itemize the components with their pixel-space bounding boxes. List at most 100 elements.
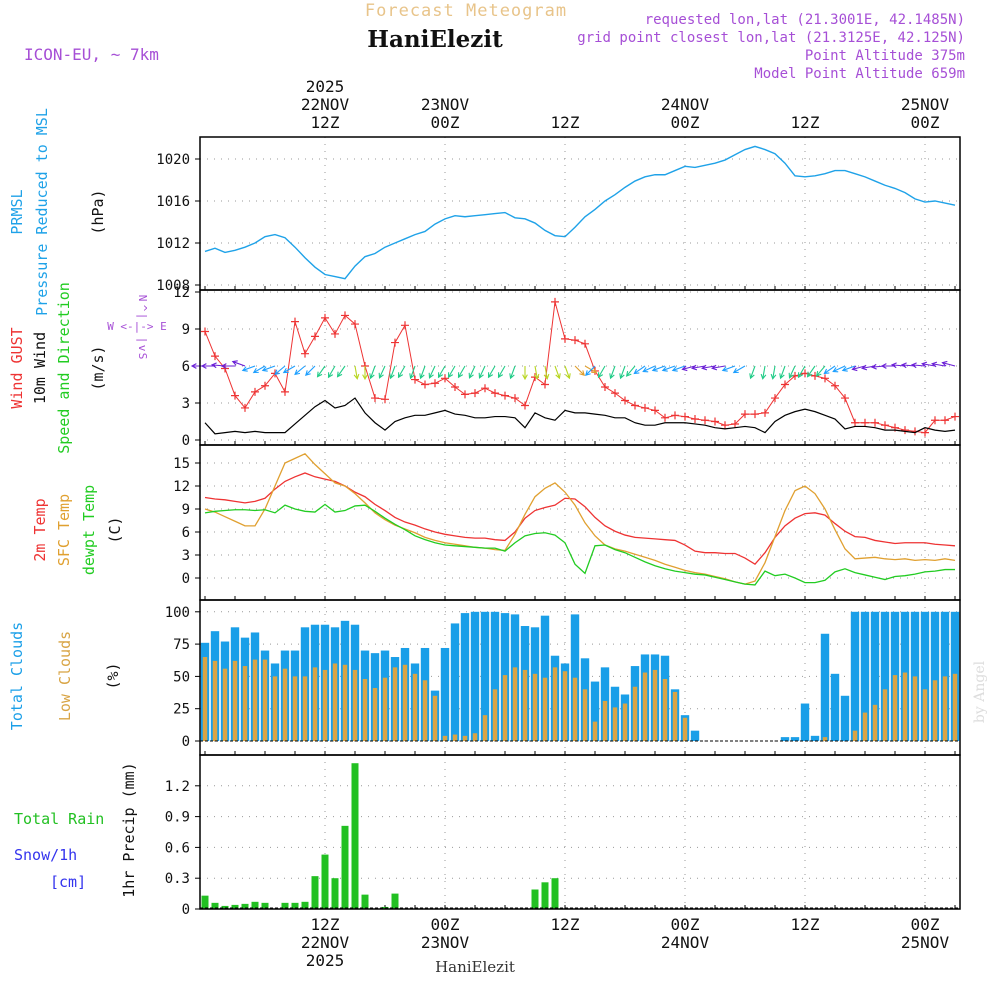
clouds-ytick-label: 25: [173, 702, 190, 718]
wind-direction-arrow: [274, 365, 286, 376]
gust-marker: [561, 334, 569, 343]
top-time-label: 12Z: [311, 113, 340, 132]
location-title: HaniElezit: [367, 26, 503, 53]
total-cloud-bar: [810, 735, 820, 741]
temperature-ytick-label: 6: [182, 525, 190, 541]
low-cloud-bar: [862, 712, 868, 741]
wind-direction-arrow: [633, 365, 646, 375]
wind-direction-arrow: [564, 365, 571, 380]
total-cloud-bar: [470, 611, 480, 741]
gust-marker: [481, 384, 489, 393]
total-cloud-bar: [690, 730, 700, 741]
wind-direction-arrow: [823, 365, 836, 375]
wind-direction-arrow: [522, 366, 528, 381]
rain-bar: [211, 902, 219, 909]
low-cloud-bar: [422, 680, 428, 741]
wind-direction-arrow: [841, 365, 856, 372]
clouds-panel: 0 25 50 75 100: [165, 600, 960, 755]
bottom-time-label: 00Z: [671, 915, 700, 934]
rain-bar: [241, 903, 249, 909]
low-cloud-bar: [402, 664, 408, 741]
wind-direction-arrow: [509, 365, 516, 380]
wind-direction-arrow: [419, 365, 426, 380]
total-cloud-bar: [800, 703, 810, 741]
gust-marker: [761, 408, 769, 417]
wind-direction-arrow: [336, 365, 346, 378]
low-cloud-bar: [882, 689, 888, 741]
bottom-time-label: 25NOV: [901, 933, 950, 952]
low-cloud-bar: [522, 669, 528, 741]
gust-marker: [691, 415, 699, 424]
gust-marker: [541, 380, 549, 389]
chart-subtitle: Forecast Meteogram: [365, 1, 567, 21]
gust-marker: [371, 394, 379, 403]
gust-marker: [941, 416, 949, 425]
wind-direction-arrow: [389, 365, 396, 380]
low-cloud-bar: [362, 678, 368, 741]
wind-direction-arrow: [220, 363, 235, 369]
bottom-time-label: 22NOV: [301, 933, 350, 952]
low-cloud-bar: [212, 660, 218, 741]
gust-marker: [461, 390, 469, 399]
total-clouds-label: Total Clouds: [8, 622, 26, 730]
wind-gust-label: Wind GUST: [8, 327, 26, 408]
wind-compass: N ^ | W <-|-> E | v S: [107, 295, 167, 360]
wind-direction-arrow: [584, 365, 598, 374]
wind-direction-arrow: [806, 365, 816, 378]
gust-marker: [321, 313, 329, 322]
gust-marker: [471, 389, 479, 398]
top-time-label: 25NOV: [901, 95, 950, 114]
low-cloud-bar: [442, 735, 448, 741]
low-cloud-bar: [872, 704, 878, 741]
pressure-ytick-label: 1012: [156, 236, 190, 252]
gust-marker: [641, 403, 649, 412]
compass-bar-bottom: |: [136, 337, 149, 344]
wind-direction-arrow: [642, 365, 656, 373]
pressure-side-labels: PRMSL Pressure Reduced to MSL (hPa): [8, 108, 107, 316]
total-cloud-bar: [460, 613, 470, 741]
wind-direction-arrow: [241, 365, 256, 372]
gust-marker: [851, 418, 859, 427]
gust-marker: [491, 389, 499, 398]
gust-marker: [251, 387, 259, 396]
low-cloud-bar: [562, 671, 568, 741]
temperature-frame: [199, 444, 961, 601]
total-cloud-bar: [930, 611, 940, 741]
low-cloud-bar: [252, 659, 258, 741]
low-cloud-bar: [552, 667, 558, 741]
gust-marker: [341, 311, 349, 320]
dewpt-temp-label: dewpt Temp: [80, 485, 98, 575]
wind-direction-arrow: [457, 365, 466, 379]
wind-direction-arrow: [261, 365, 276, 372]
wind-side-labels: Wind GUST 10m Wind Speed and Direction (…: [8, 282, 107, 454]
compass-up: ^: [136, 305, 149, 312]
rain-bar: [351, 763, 359, 909]
wind-panel: 0 3 6 9 12: [173, 285, 960, 449]
low-cloud-bar: [932, 680, 938, 741]
wind-direction-arrow: [437, 365, 446, 379]
bottom-time-label: 00Z: [911, 915, 940, 934]
gust-marker: [401, 321, 409, 330]
temperature-ytick-label: 3: [182, 548, 190, 564]
low-cloud-bar: [202, 657, 208, 741]
top-time-label: 22NOV: [301, 95, 350, 114]
total-cloud-bar: [450, 623, 460, 741]
low-cloud-bar: [352, 669, 358, 741]
gust-marker: [201, 327, 209, 336]
wind-direction-arrow: [691, 364, 706, 371]
gust-marker: [231, 391, 239, 400]
wind-direction-arrow: [574, 365, 586, 377]
temperature-panel: 0 3 6 9 12 15: [173, 445, 960, 600]
compass-bar-top: |: [136, 313, 149, 320]
total-cloud-bar: [590, 681, 600, 741]
rain-bar: [251, 901, 259, 909]
wind-direction-arrow: [369, 365, 376, 380]
rain-bar: [221, 905, 229, 909]
rain-bar: [391, 893, 399, 909]
low-cloud-bar: [462, 735, 468, 741]
total-rain-label: Total Rain: [14, 810, 104, 828]
gust-marker: [671, 411, 679, 420]
plot-area: 1008 1012 1016 1020 0 3 6 9 12 0 3 6 9 12 15 0 25 50 75 100…: [156, 77, 961, 970]
gust-marker: [411, 375, 419, 384]
bottom-time-label: 00Z: [431, 915, 460, 934]
